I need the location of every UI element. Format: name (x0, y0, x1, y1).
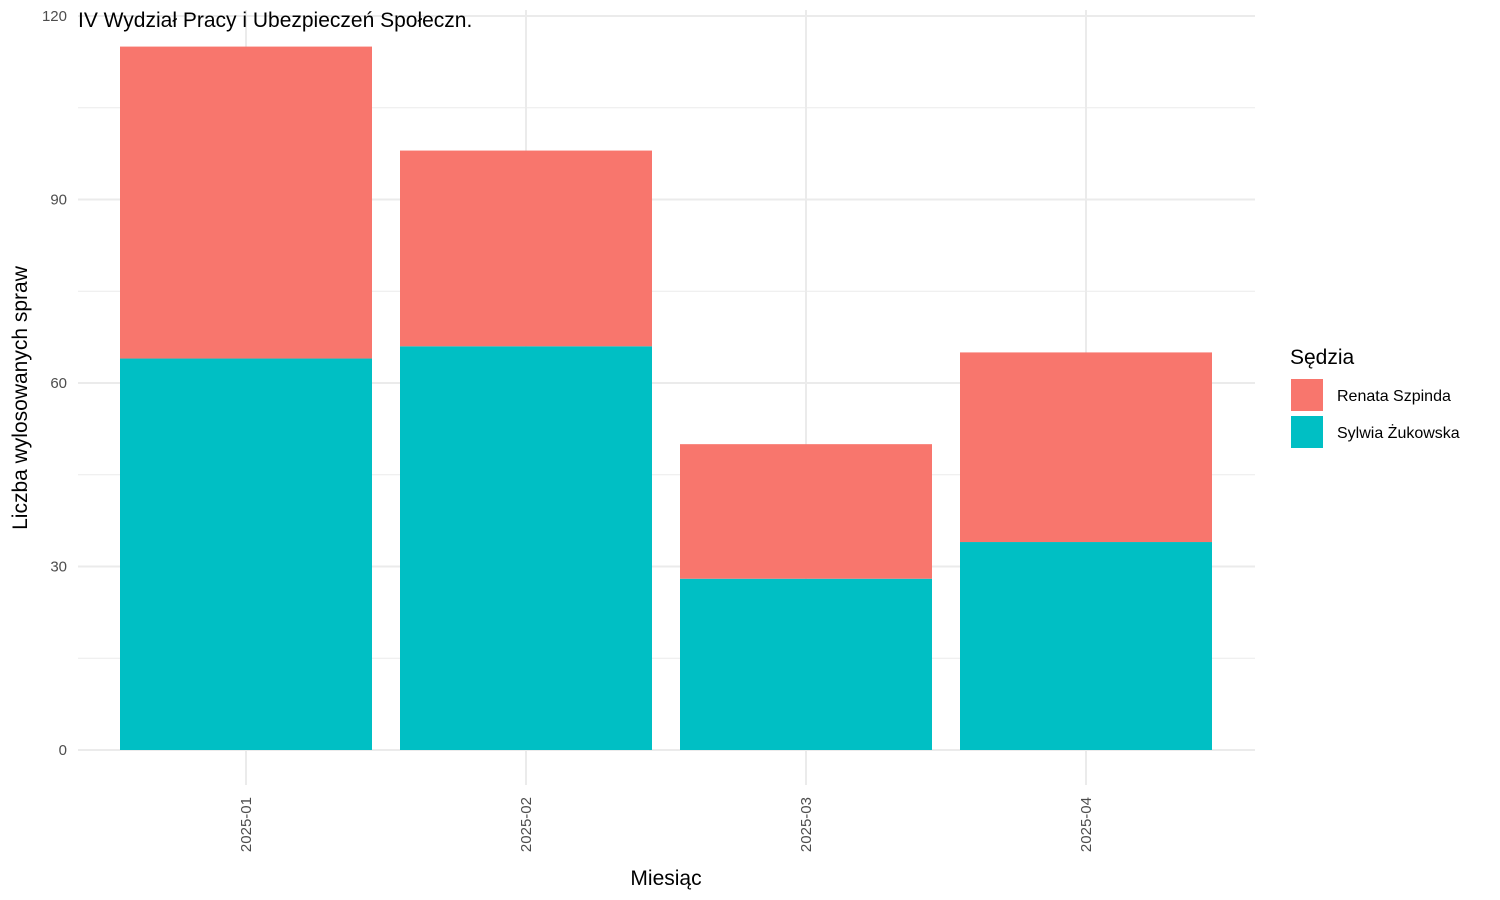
bars-layer (120, 46, 1212, 750)
bar-segment (400, 346, 652, 750)
legend: Sędzia Renata Szpinda Sylwia Żukowska (1290, 346, 1460, 448)
y-tick-label: 90 (50, 192, 67, 209)
chart-title: IV Wydział Pracy i Ubezpieczeń Społeczn. (78, 9, 472, 32)
bar-segment (120, 358, 372, 750)
x-tick-label: 2025-03 (798, 797, 815, 852)
x-axis-title: Miesiąc (630, 867, 701, 890)
axis-layer: 0 30 60 90 120 2025-01 2025-02 2025-03 2025-04 (42, 8, 1095, 852)
legend-title: Sędzia (1290, 346, 1355, 369)
x-tick-label: 2025-04 (1078, 797, 1095, 852)
y-axis-title: Liczba wylosowanych spraw (9, 265, 32, 530)
y-tick-label: 60 (50, 375, 67, 392)
bar-segment (680, 444, 932, 579)
legend-key (1291, 416, 1323, 448)
bar-segment (680, 578, 932, 750)
legend-label: Renata Szpinda (1337, 388, 1451, 405)
x-tick-label: 2025-01 (238, 797, 255, 852)
bar-segment (960, 542, 1212, 750)
legend-label: Sylwia Żukowska (1337, 423, 1460, 442)
bar-segment (400, 150, 652, 347)
x-tick-label: 2025-02 (518, 797, 535, 852)
bar-segment (120, 46, 372, 359)
legend-key (1291, 379, 1323, 411)
y-tick-label: 30 (50, 559, 67, 576)
y-tick-label: 0 (59, 742, 67, 759)
bar-segment (960, 352, 1212, 543)
y-tick-label: 120 (42, 8, 67, 25)
